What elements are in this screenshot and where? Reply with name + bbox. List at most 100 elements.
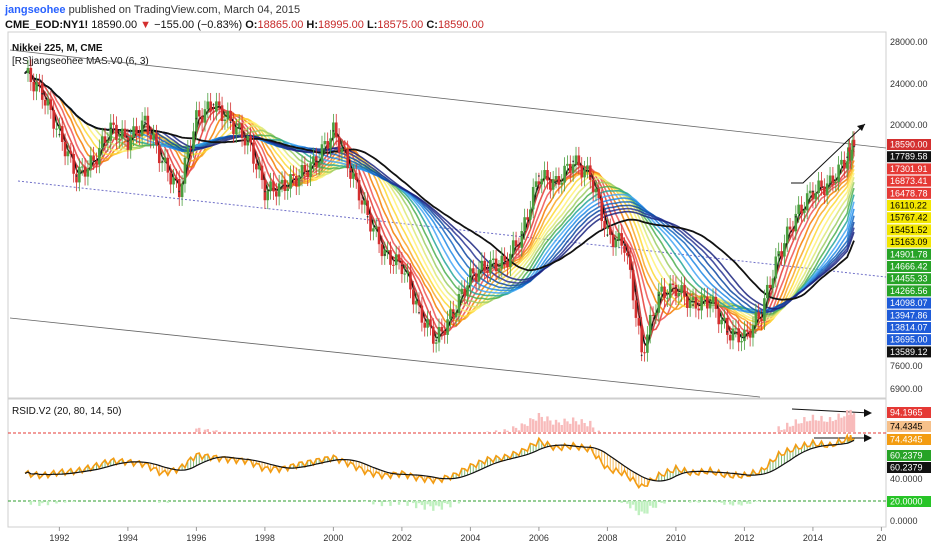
- candle-body: [852, 139, 856, 147]
- candle-body: [666, 297, 669, 299]
- candle-body: [329, 138, 332, 149]
- candle-body: [546, 170, 549, 181]
- price-point: [92, 160, 95, 163]
- candle-body: [283, 179, 287, 191]
- candle-body: [691, 297, 695, 300]
- price-point: [846, 156, 849, 159]
- candle-body: [765, 284, 769, 299]
- rsi-label-text: 60.2379: [890, 463, 923, 473]
- candle-body: [443, 330, 447, 335]
- candle-body: [591, 179, 595, 193]
- candle-body: [637, 317, 641, 326]
- candle-body: [463, 288, 466, 296]
- candle-body: [180, 183, 184, 198]
- ma-ribbon-line: [24, 69, 855, 313]
- rsi-label-box: [887, 421, 931, 432]
- candle-body: [847, 147, 850, 162]
- price-point: [383, 254, 386, 256]
- candle-body: [503, 255, 506, 261]
- candle-body: [317, 162, 321, 167]
- candle-body: [580, 165, 584, 178]
- candle-body: [520, 231, 524, 248]
- price-label-box: [887, 261, 931, 272]
- candle-body: [480, 260, 484, 270]
- candle-body: [266, 190, 270, 201]
- candle-body: [734, 328, 738, 330]
- candle-body: [414, 300, 418, 305]
- candle-body: [169, 172, 172, 185]
- candle-body: [483, 260, 486, 271]
- candle-body: [420, 305, 424, 323]
- ma-ribbon-line: [24, 69, 855, 325]
- trend-arrow-head-icon: [857, 124, 865, 131]
- candle-body: [728, 334, 732, 341]
- main-value-labels: 18590.00 17789.58 17301.91 16873.41 16478.78…: [887, 139, 931, 358]
- candle-body: [634, 300, 638, 318]
- candle-body: [788, 226, 792, 230]
- candle-body: [608, 227, 612, 235]
- candle-body: [497, 268, 501, 272]
- price-point: [829, 182, 831, 185]
- candle-body: [457, 293, 461, 314]
- candle-body: [340, 148, 344, 153]
- candle-body: [651, 314, 655, 316]
- candle-body: [352, 172, 355, 179]
- author-link[interactable]: jangseohee: [5, 4, 66, 16]
- candle-body: [35, 82, 38, 92]
- candle-body: [103, 136, 107, 143]
- price-point: [486, 264, 489, 267]
- x-tick-label: 2012: [734, 533, 754, 543]
- candle-body: [825, 183, 829, 196]
- symbol-label: CME_EOD:NY1!: [5, 19, 89, 31]
- main-chart-title: Nikkei 225, M, CME: [12, 43, 103, 54]
- main-chart-subtitle: [RS]jangseohee MAS.V0 (6, 3): [12, 56, 149, 67]
- candle-body: [717, 308, 721, 325]
- candle-body: [828, 175, 832, 184]
- candle-body: [506, 260, 509, 268]
- candle-body: [805, 193, 809, 211]
- candle-body: [791, 229, 795, 232]
- candle-body: [640, 325, 643, 353]
- candle-body: [303, 165, 307, 172]
- candle-body: [109, 122, 113, 141]
- x-tick-label: 2014: [803, 533, 823, 543]
- price-point: [709, 299, 712, 301]
- candle-body: [706, 296, 709, 309]
- candle-body: [343, 148, 347, 150]
- candle-body: [423, 322, 427, 328]
- candle-body: [566, 163, 569, 166]
- price-point: [246, 140, 249, 142]
- main-axis-tick-20000: 20000.00: [890, 120, 928, 130]
- candle-body: [654, 312, 658, 315]
- candle-body: [32, 81, 35, 92]
- rsi-top-arrow-head-icon: [864, 409, 872, 417]
- slow-ma-line: [24, 69, 855, 301]
- candle-body: [560, 182, 564, 185]
- candle-body: [794, 213, 798, 232]
- price-label-box: [887, 151, 931, 163]
- price-point: [195, 117, 198, 120]
- ma-ribbon-line: [24, 69, 855, 314]
- candle-body: [206, 101, 210, 110]
- candle-body: [540, 178, 544, 185]
- candle-body: [229, 110, 232, 122]
- candle-body: [135, 126, 138, 135]
- candle-body: [800, 204, 803, 213]
- candle-body: [306, 171, 310, 178]
- price-point: [229, 121, 232, 124]
- candle-body: [157, 144, 161, 164]
- candle-body: [780, 251, 783, 257]
- price-label-box: [887, 139, 931, 150]
- x-tick-label: 2000: [323, 533, 343, 543]
- rsi-label-box: [887, 496, 931, 507]
- candle-body: [389, 250, 392, 265]
- candle-body: [426, 319, 429, 328]
- price-label-text: 13695.00: [890, 335, 928, 345]
- candle-body: [223, 119, 227, 122]
- candle-body: [26, 67, 30, 74]
- x-tick-label: 1996: [186, 533, 206, 543]
- x-axis: 1992 1994 1996 1998 2000 2002 2004 2006 2008 2010…: [49, 527, 886, 543]
- candle-body: [754, 312, 758, 326]
- candle-body: [606, 227, 609, 229]
